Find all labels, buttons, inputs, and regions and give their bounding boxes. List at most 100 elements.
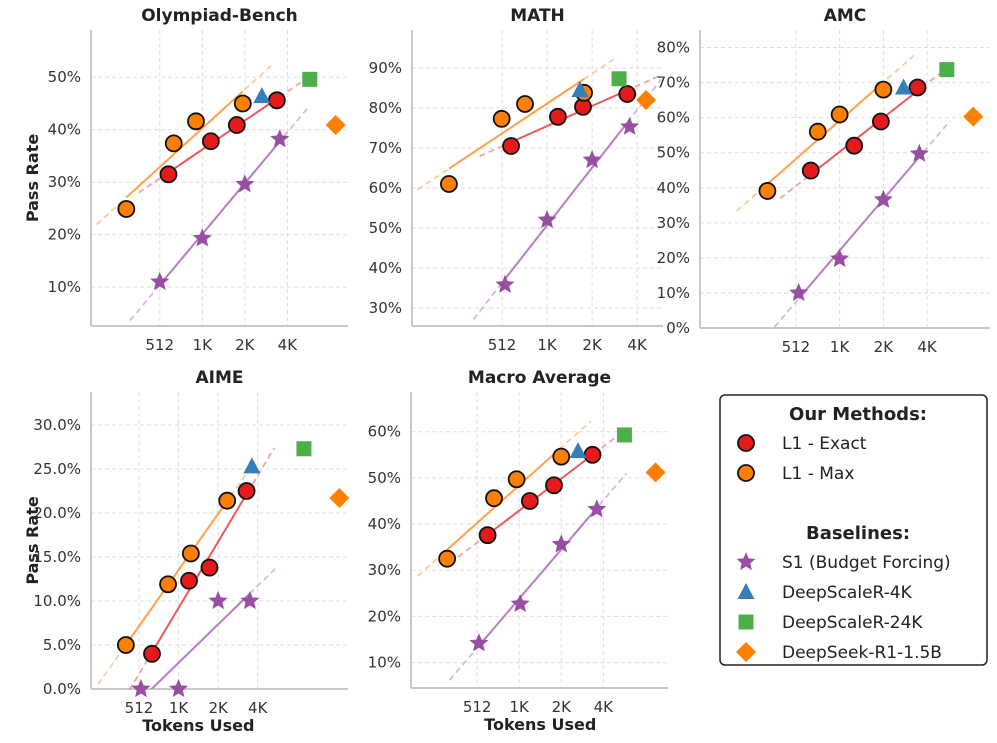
point-s1-budget-forcing- xyxy=(208,591,228,610)
trend-line-fit xyxy=(504,119,631,280)
y-tick-label: 5.0% xyxy=(43,636,81,654)
point-l1-exact xyxy=(872,112,890,131)
point-l1-exact xyxy=(908,78,927,97)
point-l1-exact xyxy=(845,136,864,155)
point-s1-budget-forcing- xyxy=(495,274,515,293)
legend-item-label: DeepSeek-R1-1.5B xyxy=(782,643,942,663)
legend-item-label: DeepScaleR-4K xyxy=(782,583,913,603)
y-tick-label: 50% xyxy=(368,469,401,487)
subplot-title: AIME xyxy=(195,368,243,388)
trend-line-fit xyxy=(486,454,594,536)
y-tick-label: 10% xyxy=(368,654,401,672)
y-tick-label: 70% xyxy=(657,74,690,92)
y-tick-label: 60% xyxy=(369,179,402,197)
trend-line-l1-max xyxy=(417,420,592,577)
y-tick-label: 0.0% xyxy=(43,680,81,698)
point-l1-exact xyxy=(618,85,637,103)
point-s1-budget-forcing- xyxy=(131,679,151,698)
point-deepseek-r1-1-5b xyxy=(636,90,657,110)
y-tick-label: 50% xyxy=(657,144,690,162)
point-l1-exact xyxy=(200,558,219,577)
point-s1-budget-forcing- xyxy=(240,591,260,610)
y-tick-label: 25.0% xyxy=(33,460,81,478)
subplot-title: Macro Average xyxy=(468,368,611,388)
point-s1-budget-forcing- xyxy=(582,150,602,169)
point-deepseek-r1-1-5b xyxy=(963,106,984,127)
point-l1-exact xyxy=(545,476,563,495)
x-tick-label: 2K xyxy=(874,338,895,356)
legend-box xyxy=(719,394,988,666)
y-tick-label: 50% xyxy=(369,219,402,237)
point-s1-budget-forcing- xyxy=(789,282,809,301)
y-tick-label: 30.0% xyxy=(33,416,81,434)
y-tick-label: 80% xyxy=(369,99,402,117)
trend-line-fit xyxy=(125,90,244,199)
point-s1-budget-forcing- xyxy=(150,271,170,290)
x-tick-label: 1K xyxy=(193,336,214,354)
point-deepseek-r1-1-5b xyxy=(645,462,666,483)
y-tick-label: 30% xyxy=(48,173,81,191)
subplot-macro-average: 512 1K 2K 4K 10% 20% 30% 40% 50% 60% Macro Average… xyxy=(368,368,668,734)
point-l1-exact xyxy=(549,107,567,126)
x-tick-label: 512 xyxy=(125,699,154,717)
point-deepscaler-24k xyxy=(302,71,318,87)
point-l1-max xyxy=(507,470,526,489)
y-tick-label: 60% xyxy=(368,423,401,441)
point-l1-exact xyxy=(478,526,497,545)
y-tick-label: 30% xyxy=(369,299,402,317)
point-s1-budget-forcing- xyxy=(909,143,929,162)
point-l1-exact xyxy=(583,445,602,464)
x-tick-label: 512 xyxy=(463,698,492,716)
x-tick-label: 512 xyxy=(488,336,517,354)
y-tick-label: 60% xyxy=(657,109,690,127)
trend-line-l1-max xyxy=(416,57,617,191)
subplot-aime: 512 1K 2K 4K 0.0% 5.0% 10.0% 15.0% 20.0% 25.0% 30.… xyxy=(23,368,350,735)
y-tick-label: 40% xyxy=(657,179,690,197)
trend-line-fit xyxy=(797,156,921,300)
y-axis-label: Pass Rate xyxy=(23,134,42,222)
trend-line-fit xyxy=(448,78,585,170)
point-l1-max xyxy=(830,105,849,124)
x-tick-label: 1K xyxy=(510,698,531,716)
legend-marker-star xyxy=(736,552,756,571)
y-tick-label: 90% xyxy=(369,59,402,77)
point-deepscaler-24k xyxy=(611,71,627,87)
point-s1-budget-forcing- xyxy=(235,174,255,193)
trend-line-fit xyxy=(150,592,251,689)
point-l1-exact xyxy=(520,492,539,510)
legend-item-label: L1 - Exact xyxy=(782,434,867,454)
point-deepscaler-4k xyxy=(895,78,913,95)
point-l1-max xyxy=(552,447,571,466)
point-s1-budget-forcing- xyxy=(620,116,640,135)
y-tick-label: 10% xyxy=(657,284,690,302)
point-l1-max xyxy=(233,94,252,113)
point-s1-budget-forcing- xyxy=(551,534,571,553)
x-tick-label: 2K xyxy=(552,698,573,716)
legend-item-label: S1 (Budget Forcing) xyxy=(782,553,951,573)
y-tick-label: 80% xyxy=(657,39,690,57)
point-l1-max xyxy=(116,636,135,654)
y-tick-label: 20% xyxy=(368,607,401,625)
point-l1-exact xyxy=(237,482,256,500)
subplot-title: Olympiad-Bench xyxy=(141,6,298,26)
x-tick-label: 4K xyxy=(627,336,648,354)
x-tick-label: 1K xyxy=(537,336,558,354)
point-s1-budget-forcing- xyxy=(469,633,489,652)
subplot-amc: 512 1K 2K 4K 0% 10% 20% 30% 40% 50% 60% 70% 80% AMC xyxy=(657,6,990,356)
point-s1-budget-forcing- xyxy=(270,129,290,148)
legend-item-label: DeepScaleR-24K xyxy=(782,613,923,633)
subplot-title: AMC xyxy=(824,6,867,26)
point-l1-max xyxy=(218,491,237,510)
point-s1-budget-forcing- xyxy=(192,228,212,247)
x-tick-label: 4K xyxy=(278,336,299,354)
y-tick-label: 0% xyxy=(666,319,690,337)
point-s1-budget-forcing- xyxy=(537,210,557,229)
legend-marker-circle xyxy=(737,434,755,452)
x-tick-label: 1K xyxy=(830,338,851,356)
point-l1-exact xyxy=(502,137,520,155)
point-deepscaler-4k xyxy=(243,457,261,474)
point-deepscaler-4k xyxy=(569,442,587,459)
trend-line-fit xyxy=(125,500,229,646)
y-tick-label: 30% xyxy=(368,561,401,579)
